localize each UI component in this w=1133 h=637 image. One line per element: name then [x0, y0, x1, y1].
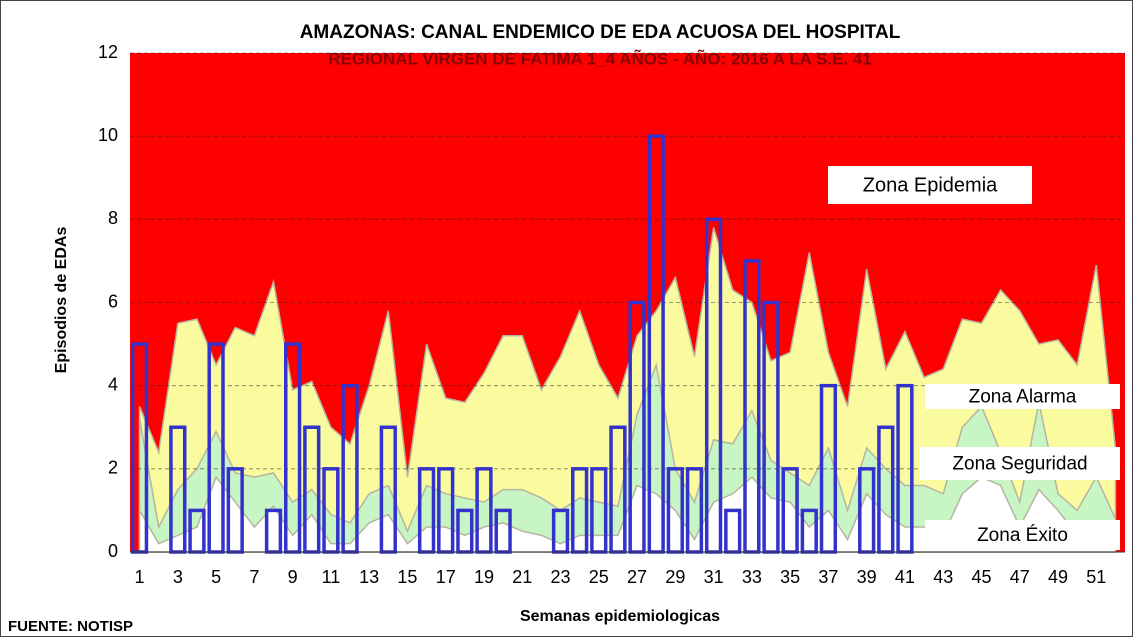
x-tick-label: 29: [665, 567, 685, 587]
y-tick-label: 0: [108, 541, 118, 561]
x-tick-label: 49: [1048, 567, 1068, 587]
x-tick-label: 23: [551, 567, 571, 587]
x-tick-label: 3: [173, 567, 183, 587]
x-tick-label: 17: [436, 567, 456, 587]
chart-subtitle: REGIONAL VIRGEN DE FATIMA 1_4 AÑOS - AÑO…: [328, 48, 871, 68]
x-tick-label: 9: [288, 567, 298, 587]
x-tick-label: 15: [397, 567, 417, 587]
zone-label: Zona Seguridad: [952, 454, 1087, 475]
y-tick-label: 6: [108, 291, 118, 311]
x-axis-label: Semanas epidemiologicas: [520, 608, 720, 625]
x-tick-label: 35: [780, 567, 800, 587]
chart-title: AMAZONAS: CANAL ENDEMICO DE EDA ACUOSA D…: [300, 22, 901, 43]
x-tick-label: 27: [627, 567, 647, 587]
x-tick-label: 33: [742, 567, 762, 587]
y-tick-label: 12: [98, 42, 118, 62]
zone-label: Zona Epidemia: [863, 174, 998, 196]
x-tick-label: 31: [704, 567, 724, 587]
y-tick-label: 8: [108, 208, 118, 228]
x-tick-label: 47: [1010, 567, 1030, 587]
x-tick-label: 37: [818, 567, 838, 587]
x-tick-label: 19: [474, 567, 494, 587]
zone-label: Zona Éxito: [977, 525, 1068, 546]
zone-label: Zona Alarma: [969, 387, 1077, 408]
y-axis-label: Episodios de EDAs: [53, 227, 70, 374]
x-tick-label: 25: [589, 567, 609, 587]
x-tick-label: 41: [895, 567, 915, 587]
y-tick-label: 2: [108, 458, 118, 478]
x-tick-label: 51: [1086, 567, 1106, 587]
x-tick-label: 13: [359, 567, 379, 587]
chart: AMAZONAS: CANAL ENDEMICO DE EDA ACUOSA D…: [0, 0, 1133, 637]
x-tick-label: 45: [971, 567, 991, 587]
y-tick-label: 10: [98, 125, 118, 145]
y-tick-label: 4: [108, 374, 118, 394]
x-tick-label: 5: [211, 567, 221, 587]
x-tick-label: 43: [933, 567, 953, 587]
x-tick-label: 11: [322, 567, 341, 587]
x-tick-label: 21: [512, 567, 532, 587]
source-note: FUENTE: NOTISP: [8, 618, 133, 635]
x-tick-label: 7: [249, 567, 259, 587]
x-tick-label: 1: [135, 567, 145, 587]
x-tick-label: 39: [857, 567, 877, 587]
